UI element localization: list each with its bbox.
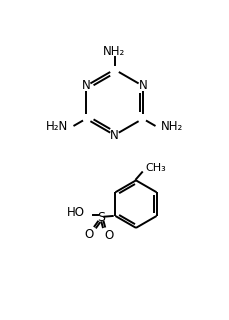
- Text: CH₃: CH₃: [145, 163, 166, 173]
- Text: H₂N: H₂N: [45, 120, 68, 132]
- Text: N: N: [82, 79, 90, 92]
- Text: NH₂: NH₂: [103, 45, 126, 58]
- Text: NH₂: NH₂: [161, 120, 184, 132]
- Text: O: O: [105, 229, 114, 242]
- Text: N: N: [139, 79, 147, 92]
- Text: HO: HO: [67, 206, 85, 219]
- Text: N: N: [110, 129, 119, 142]
- Text: S: S: [97, 211, 105, 224]
- Text: O: O: [85, 228, 94, 241]
